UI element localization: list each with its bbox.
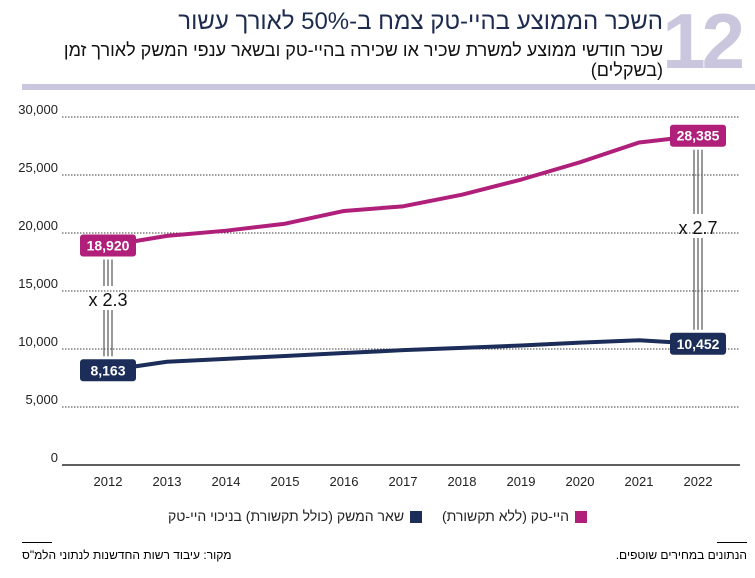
y-tick-label: 10,000 [18,334,58,349]
x-tick-label: 2019 [507,474,536,489]
y-tick-label: 30,000 [18,102,58,117]
value-label-box [670,332,726,355]
value-label: 18,920 [87,238,130,254]
value-label-box [80,234,136,257]
value-label: 8,163 [90,362,125,378]
legend: היי-טק (ללא תקשורת) שאר המשק (כולל תקשור… [0,508,755,524]
chart-title: השכר הממוצע בהיי-טק צמח ב-50% לאורך עשור [178,8,663,35]
value-label: 10,452 [677,336,720,352]
y-tick-label: 20,000 [18,218,58,233]
y-tick-label: 0 [51,450,58,465]
value-label-box [670,124,726,147]
footer-rule [22,542,52,543]
multiplier-label: x 2.7 [678,218,717,238]
value-label: 28,385 [677,128,720,144]
x-tick-label: 2021 [625,474,654,489]
y-tick-label: 15,000 [18,276,58,291]
y-tick-label: 5,000 [25,392,58,407]
x-tick-label: 2022 [684,474,713,489]
multiplier-label: x 2.3 [88,290,127,310]
legend-label: היי-טק (ללא תקשורת) [441,508,569,524]
x-tick-label: 2017 [389,474,418,489]
series-line [107,338,699,373]
legend-swatch [574,511,587,524]
x-tick-label: 2016 [330,474,359,489]
chart-subtitle: שכר חודשי ממוצע למשרת שכיר או שכירה בהיי… [63,40,663,80]
x-tick-label: 2014 [212,474,241,489]
series-line [107,133,699,248]
legend-item-hitech: היי-טק (ללא תקשורת) [442,508,587,524]
x-tick-label: 2020 [566,474,595,489]
x-tick-label: 2015 [271,474,300,489]
footer-rule [717,542,747,543]
legend-item-rest: שאר המשק (כולל תקשורת) בניכוי היי-טק [168,508,423,524]
y-tick-label: 25,000 [18,160,58,175]
legend-label: שאר המשק (כולל תקשורת) בניכוי היי-טק [168,508,405,524]
footer-note: הנתונים במחירים שוטפים. [615,548,747,562]
x-tick-label: 2013 [153,474,182,489]
chart-number: 12 [662,0,745,85]
legend-swatch [410,511,423,524]
x-tick-label: 2018 [448,474,477,489]
footer-source: מקור: עיבוד רשות החדשנות לנתוני הלמ"ס [22,548,232,562]
value-label-box [80,359,136,382]
header-divider [22,84,755,90]
x-tick-label: 2012 [94,474,123,489]
line-chart: 0 5,000 10,000 15,000 20,000 25,000 30,000 2012… [18,102,740,489]
